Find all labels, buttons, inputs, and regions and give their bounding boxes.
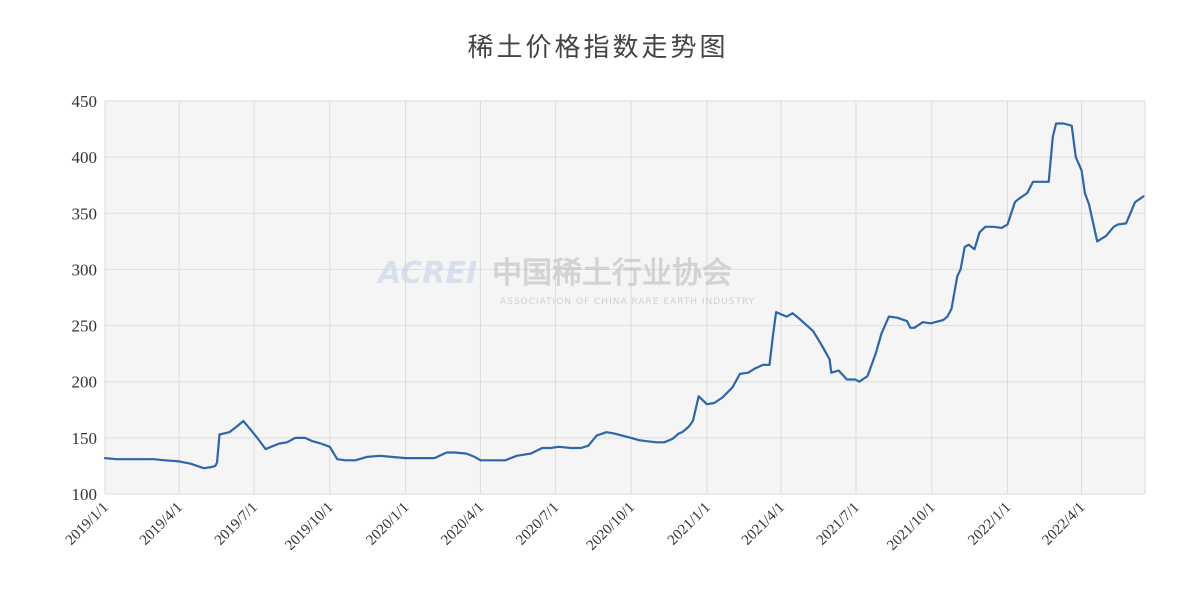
x-tick-label: 2020/10/1	[584, 500, 638, 554]
chart-title: 稀土价格指数走势图	[467, 33, 728, 63]
y-tick-label: 150	[72, 429, 98, 448]
y-tick-label: 350	[72, 204, 98, 223]
x-tick-label: 2019/7/1	[212, 500, 261, 549]
watermark-logo: ACREI	[376, 256, 477, 291]
y-tick-label: 200	[72, 373, 98, 392]
x-tick-label: 2021/7/1	[814, 500, 863, 549]
x-tick-label: 2020/1/1	[363, 500, 412, 549]
x-tick-label: 2021/10/1	[884, 500, 938, 554]
y-tick-label: 450	[72, 92, 98, 111]
watermark-text: 中国稀土行业协会	[492, 256, 732, 291]
x-tick-label: 2021/1/1	[665, 500, 714, 549]
grid-lines	[104, 100, 1146, 495]
plot-area	[105, 101, 1145, 494]
x-tick-label: 2022/1/1	[965, 500, 1014, 549]
x-tick-label: 2019/10/1	[282, 500, 336, 554]
x-tick-label: 2020/7/1	[513, 500, 562, 549]
series-line	[103, 122, 1145, 470]
y-tick-label: 250	[72, 317, 98, 336]
y-tick-label: 400	[72, 148, 98, 167]
y-tick-label: 300	[72, 260, 98, 279]
watermark-subtext: ASSOCIATION OF CHINA RARE EARTH INDUSTRY	[500, 297, 755, 307]
watermark: ACREI 中国稀土行业协会 ASSOCIATION OF CHINA RARE…	[376, 256, 755, 307]
x-tick-label: 2022/4/1	[1039, 500, 1088, 549]
x-tick-label: 2021/4/1	[739, 500, 788, 549]
x-tick-label: 2019/1/1	[63, 500, 112, 549]
x-tick-label: 2020/4/1	[438, 500, 487, 549]
y-tick-label: 100	[72, 485, 98, 504]
series-layer	[103, 122, 1145, 470]
x-tick-label: 2019/4/1	[137, 500, 186, 549]
